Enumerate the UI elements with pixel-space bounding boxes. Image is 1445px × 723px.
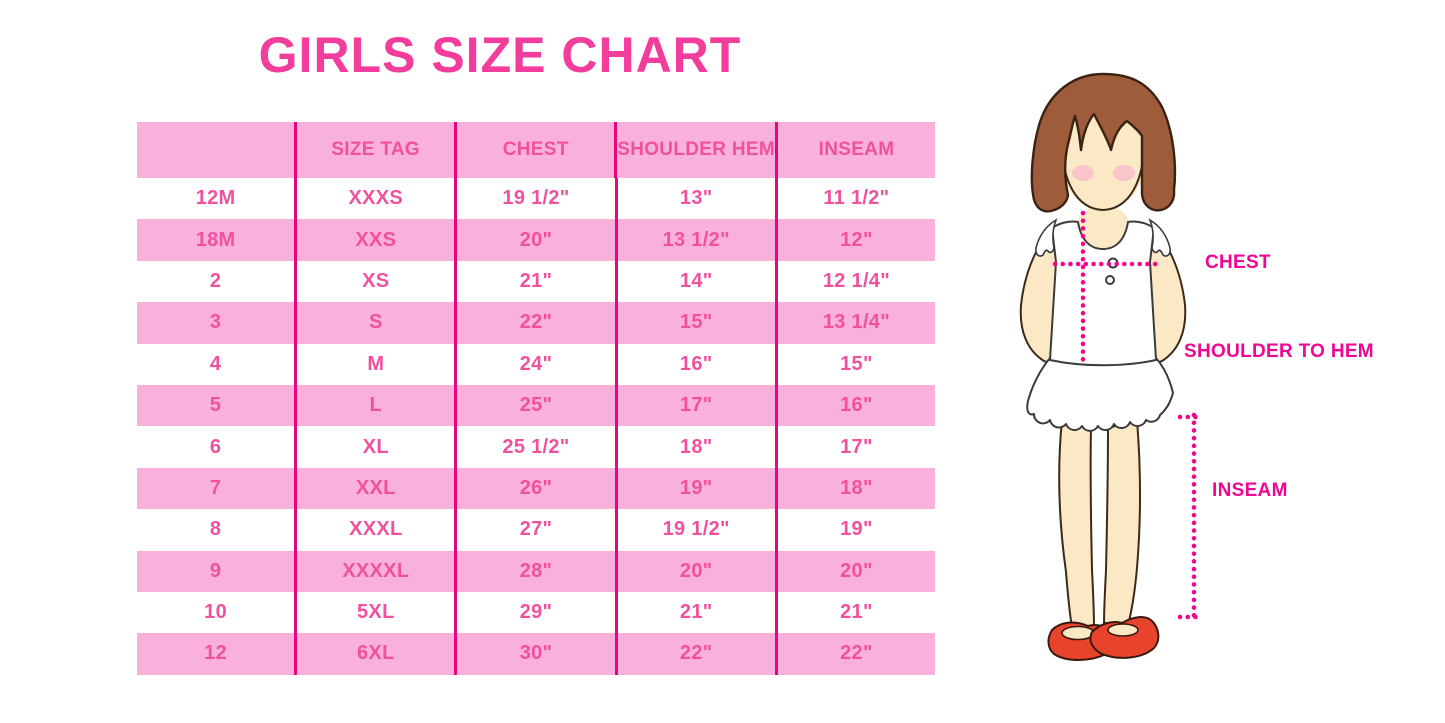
table-cell: 28" xyxy=(454,550,614,592)
girl-blush-right xyxy=(1113,165,1135,181)
table-row: 12 6XL 30" 22" 22" xyxy=(137,633,935,675)
table-cell: 20" xyxy=(774,550,935,592)
girl-illustration xyxy=(1019,72,1205,661)
table-cell: 5XL xyxy=(294,591,454,634)
table-cell: S xyxy=(294,302,454,344)
table-cell: 18" xyxy=(774,467,935,510)
header-cell-chest: CHEST xyxy=(454,122,614,178)
table-cell: XXXL xyxy=(294,509,454,551)
table-cell: 19 1/2" xyxy=(454,178,614,220)
chest-label: CHEST xyxy=(1205,252,1271,273)
page-title: GIRLS SIZE CHART xyxy=(258,27,742,83)
table-row: 2 XS 21" 14" 12 1/4" xyxy=(137,260,935,303)
table-cell: 19 1/2" xyxy=(614,509,775,551)
table-cell: XXXXL xyxy=(294,550,454,592)
table-cell: 30" xyxy=(454,633,614,675)
girl-left-shoe-opening xyxy=(1061,625,1095,641)
table-cell: 20" xyxy=(614,550,775,592)
table-cell: M xyxy=(294,343,454,385)
table-cell: 19" xyxy=(774,509,935,551)
table-cell: 13 1/4" xyxy=(774,302,935,344)
header-cell-size-tag: SIZE TAG xyxy=(294,122,454,178)
table-header-row: SIZE TAG CHEST SHOULDER HEM INSEAM xyxy=(137,122,935,178)
table-cell: 9 xyxy=(209,559,222,582)
table-cell: 24" xyxy=(454,343,614,385)
table-cell: XXL xyxy=(294,467,454,510)
table-cell: 26" xyxy=(454,467,614,510)
table-cell: 15" xyxy=(774,343,935,385)
table-cell: 4 xyxy=(209,352,222,375)
table-cell: 15" xyxy=(614,302,775,344)
table-row: 12M XXXS 19 1/2" 13" 11 1/2" xyxy=(137,178,935,220)
table-row: 5 L 25" 17" 16" xyxy=(137,384,935,427)
table-cell: 21" xyxy=(454,260,614,303)
girl-hair xyxy=(1030,72,1177,213)
table-cell: 22" xyxy=(454,302,614,344)
table-cell: 6 xyxy=(209,435,222,458)
header-cell-inseam: INSEAM xyxy=(774,122,935,178)
table-row: 18M XXS 20" 13 1/2" 12" xyxy=(137,219,935,261)
girl-top-button-2 xyxy=(1105,275,1115,285)
table-row: 6 XL 25 1/2" 18" 17" xyxy=(137,426,935,468)
table-row: 4 M 24" 16" 15" xyxy=(137,343,935,385)
table-cell: 21" xyxy=(614,591,775,634)
table-cell: 27" xyxy=(454,509,614,551)
table-row: 8 XXXL 27" 19 1/2" 19" xyxy=(137,509,935,551)
table-cell: 12 xyxy=(204,642,228,665)
table-cell: XXXS xyxy=(294,178,454,220)
table-cell: 22" xyxy=(614,633,775,675)
table-cell: L xyxy=(294,384,454,427)
table-cell: 18" xyxy=(614,426,775,468)
shoulder-to-hem-label: SHOULDER TO HEM xyxy=(1184,341,1374,362)
table-cell: 13 1/2" xyxy=(614,219,775,261)
table-cell: 11 1/2" xyxy=(774,178,935,220)
girl-left-shoulder-ruffle xyxy=(1035,218,1058,257)
table-cell: 13" xyxy=(614,178,775,220)
table-cell: 22" xyxy=(774,633,935,675)
table-cell: 14" xyxy=(614,260,775,303)
table-cell: XXS xyxy=(294,219,454,261)
table-cell: 21" xyxy=(774,591,935,634)
table-cell: 3 xyxy=(209,311,222,334)
table-cell: 17" xyxy=(774,426,935,468)
girl-right-leg xyxy=(1102,418,1141,627)
table-cell: 5 xyxy=(209,394,222,417)
table-cell: 20" xyxy=(454,219,614,261)
table-cell: 10 xyxy=(204,601,228,624)
table-cell: 19" xyxy=(614,467,775,510)
girl-chest-skin xyxy=(1078,206,1128,249)
header-cell-blank xyxy=(137,122,294,178)
table-cell: 16" xyxy=(774,384,935,427)
table-row: 3 S 22" 15" 13 1/4" xyxy=(137,302,935,344)
table-cell: 12 1/4" xyxy=(774,260,935,303)
table-row: 10 5XL 29" 21" 21" xyxy=(137,591,935,634)
table-cell: 8 xyxy=(209,518,222,541)
size-table: SIZE TAG CHEST SHOULDER HEM INSEAM 12M XX… xyxy=(137,122,935,675)
table-cell: 25" xyxy=(454,384,614,427)
table-cell: 6XL xyxy=(294,633,454,675)
table-cell: 16" xyxy=(614,343,775,385)
table-cell: XL xyxy=(294,426,454,468)
header-cell-shoulder-hem: SHOULDER HEM xyxy=(614,122,775,178)
table-cell: 29" xyxy=(454,591,614,634)
girl-blush-left xyxy=(1072,165,1094,181)
table-cell: 7 xyxy=(209,476,222,499)
girl-right-shoulder-ruffle xyxy=(1148,218,1171,257)
table-cell: 18M xyxy=(195,228,236,251)
table-cell: 25 1/2" xyxy=(454,426,614,468)
table-row: 9 XXXXL 28" 20" 20" xyxy=(137,550,935,592)
table-cell: XS xyxy=(294,260,454,303)
table-cell: 2 xyxy=(209,269,222,292)
girl-left-leg xyxy=(1058,418,1096,628)
table-cell: 12M xyxy=(195,187,236,210)
girl-right-shoe-opening xyxy=(1107,623,1139,637)
table-rows: 12M XXXS 19 1/2" 13" 11 1/2" 18M XXS 20" 13 1/2"… xyxy=(137,178,935,675)
table-row: 7 XXL 26" 19" 18" xyxy=(137,467,935,510)
inseam-label: INSEAM xyxy=(1212,480,1288,501)
girl-skirt xyxy=(1026,357,1174,432)
table-cell: 12" xyxy=(774,219,935,261)
girl-right-shoe xyxy=(1089,616,1160,659)
table-cell: 17" xyxy=(614,384,775,427)
